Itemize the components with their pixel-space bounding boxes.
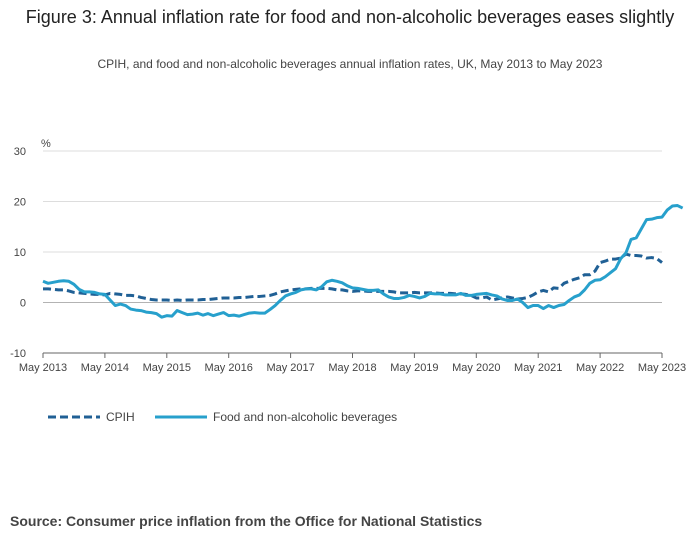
x-tick-label: May 2023 (638, 362, 686, 374)
x-tick-label: May 2015 (143, 362, 191, 374)
x-tick-label: May 2019 (390, 362, 438, 374)
gridlines (43, 150, 662, 354)
x-tick-label: May 2014 (81, 362, 129, 374)
x-tick-label: May 2018 (328, 362, 376, 374)
x-tick-label: May 2021 (514, 362, 562, 374)
series-lines (42, 204, 684, 319)
y-tick-label: 0 (20, 298, 26, 310)
chart-title: Figure 3: Annual inflation rate for food… (25, 7, 675, 27)
x-tick-label: May 2022 (576, 362, 624, 374)
legend-label-food: Food and non-alcoholic beverages (213, 410, 397, 424)
series-line-food (42, 204, 684, 319)
legend: CPIH Food and non-alcoholic beverages (48, 410, 397, 424)
y-tick-label: 10 (14, 247, 26, 259)
y-tick-label: 20 (14, 197, 26, 209)
y-axis-label: % (41, 138, 51, 150)
x-tick-label: May 2020 (452, 362, 500, 374)
y-tick-label: -10 (10, 348, 26, 360)
legend-label-cpih: CPIH (106, 410, 135, 424)
y-tick-label: 30 (14, 146, 26, 158)
x-tick-label: May 2013 (19, 362, 67, 374)
x-tick-label: May 2016 (205, 362, 253, 374)
source-note: Source: Consumer price inflation from th… (10, 513, 483, 529)
series-line-cpih (43, 252, 663, 302)
axes: 30 20 10 0 -10% May 2013 May 2014 May 2015 May 2… (10, 138, 686, 374)
x-tick-label: May 2017 (266, 362, 314, 374)
chart-subtitle: CPIH, and food and non-alcoholic beverag… (97, 57, 603, 71)
line-chart: 30 20 10 0 -10% May 2013 May 2014 May 2015 May 2… (10, 138, 686, 424)
